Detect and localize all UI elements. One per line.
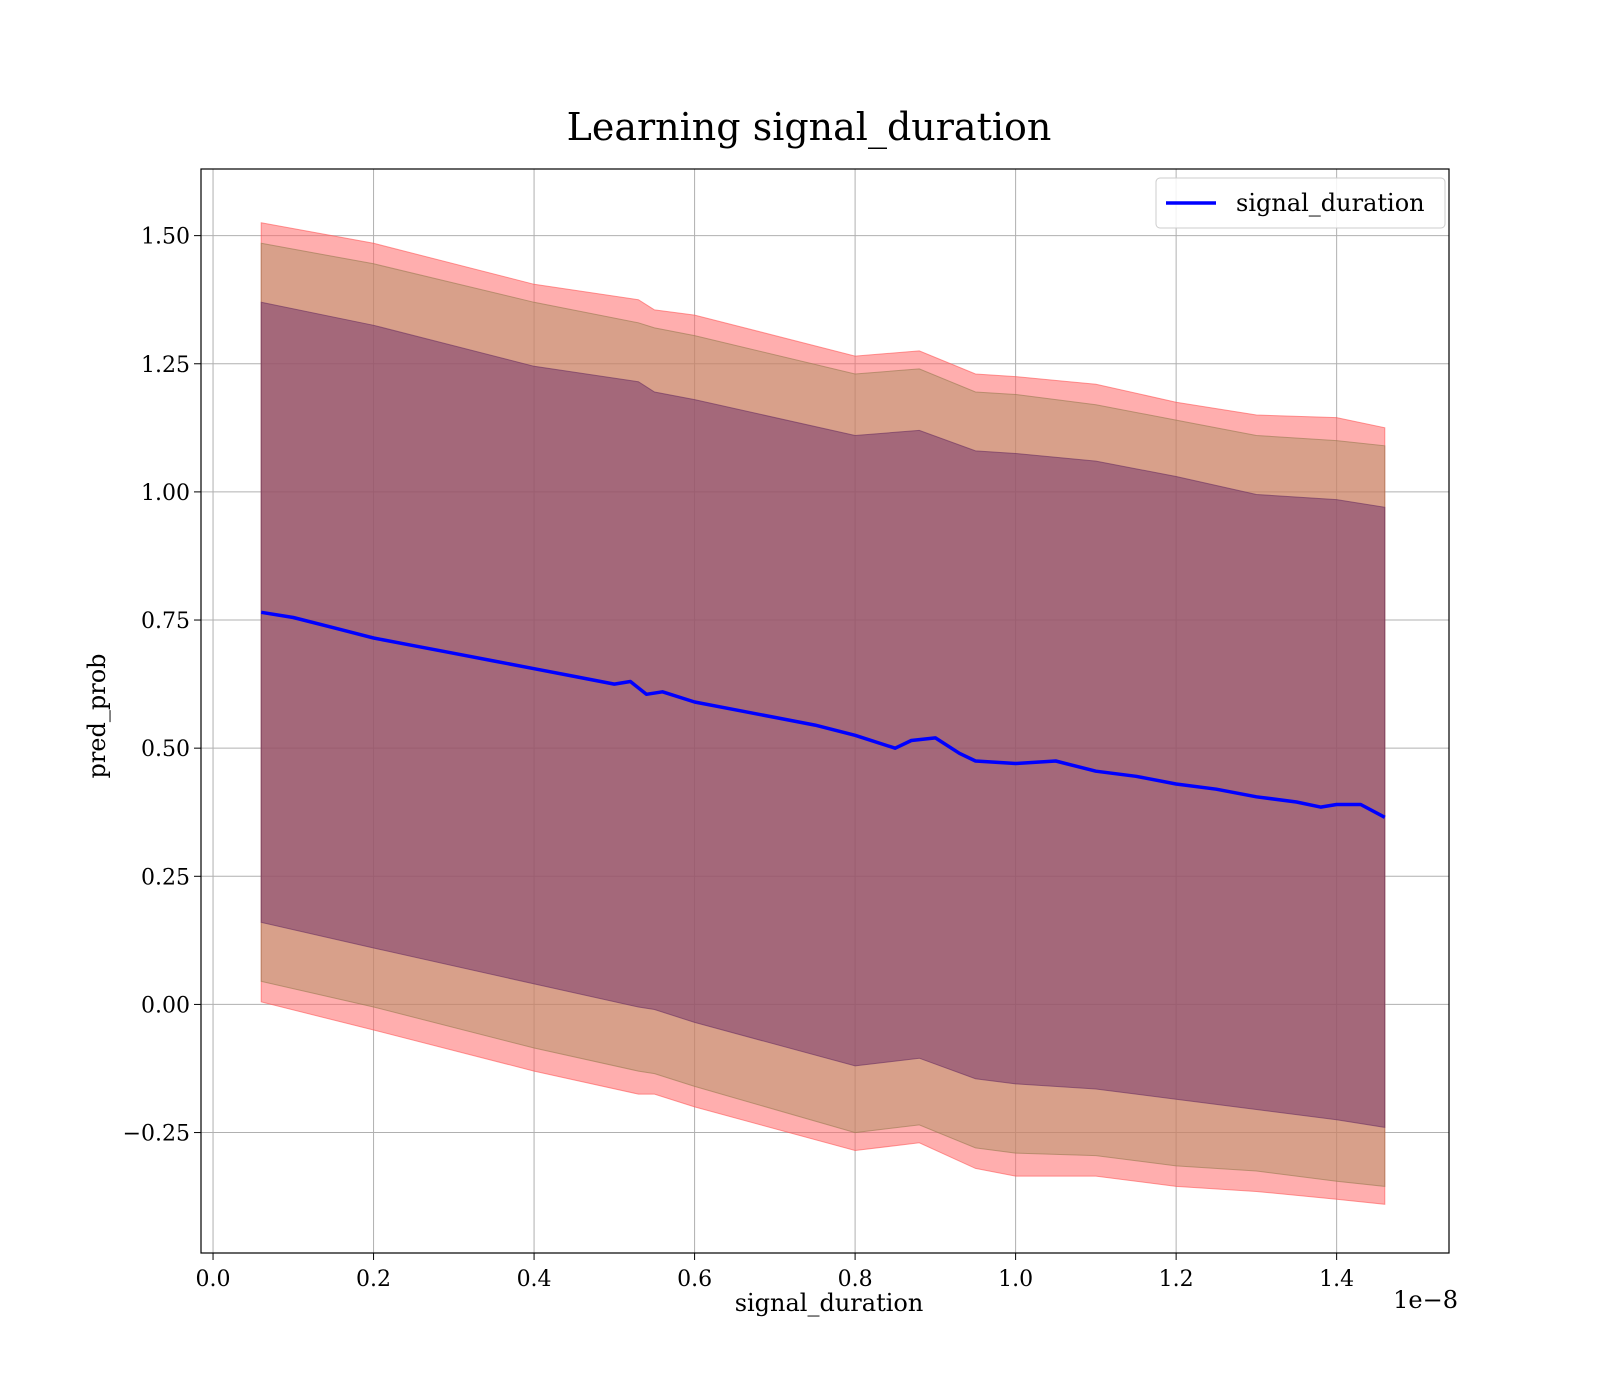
legend-box	[1155, 177, 1446, 229]
y-tick-label: 0.75	[141, 609, 190, 634]
x-tick-label: 0.0	[196, 1267, 231, 1292]
x-tick-label: 0.8	[838, 1267, 873, 1292]
y-ticks: −0.25 0.00 0.25 0.50 0.75 1.00 1.25 1.50	[123, 225, 201, 1147]
x-offset-text: 1e−8	[1393, 1286, 1458, 1314]
band-inner	[260, 301, 1386, 1128]
x-tick-label: 1.2	[1159, 1267, 1194, 1292]
y-tick-label: −0.25	[123, 1122, 190, 1147]
y-tick-label: 1.00	[141, 481, 190, 506]
x-tick-label: 0.6	[677, 1267, 712, 1292]
x-tick-label: 1.4	[1319, 1267, 1354, 1292]
y-tick-label: 1.50	[141, 225, 190, 250]
y-tick-label: 0.25	[141, 865, 190, 890]
x-axis-label: signal_duration	[735, 1289, 924, 1317]
y-axis-label: pred_prob	[83, 653, 111, 778]
x-ticks: 0.0 0.2 0.4 0.6 0.8 1.0 1.2 1.4	[196, 1253, 1354, 1292]
y-tick-label: 0.00	[141, 993, 190, 1018]
series-line	[260, 610, 1386, 819]
series-lines	[260, 610, 1386, 819]
chart-title: Learning signal_duration	[567, 105, 1052, 150]
legend-label: signal_duration	[1236, 189, 1425, 217]
y-tick-label: 1.25	[141, 353, 190, 378]
bands	[260, 222, 1386, 1205]
y-tick-label: 0.50	[141, 737, 190, 762]
plot-frame	[200, 168, 1450, 1254]
legend: signal_duration	[1155, 177, 1446, 229]
x-tick-label: 0.4	[517, 1267, 552, 1292]
x-tick-label: 1.0	[998, 1267, 1033, 1292]
x-tick-label: 0.2	[356, 1267, 391, 1292]
